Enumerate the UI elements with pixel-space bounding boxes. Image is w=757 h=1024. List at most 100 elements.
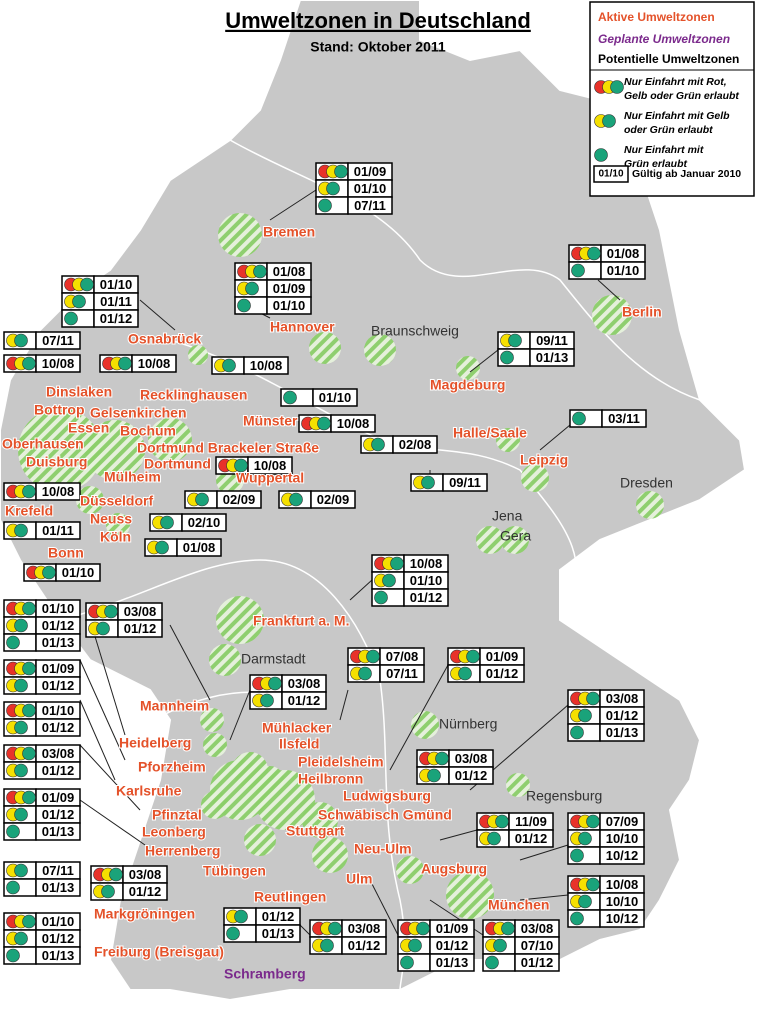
city-label: Neuss: [90, 511, 132, 527]
sticker: [571, 263, 585, 278]
date-cell: [35, 761, 81, 780]
sticker: [570, 725, 584, 740]
city-label: Köln: [100, 529, 131, 545]
city-label: Düsseldorf: [80, 493, 153, 509]
date-label: 01/12: [606, 708, 639, 723]
date-box: 03/08 01/12: [309, 919, 387, 955]
date-label: 10/10: [606, 831, 639, 846]
date-label: 02/09: [317, 492, 350, 507]
date-label: 01/09: [354, 164, 387, 179]
city-label: Leonberg: [142, 824, 206, 840]
date-label: 01/10: [42, 601, 75, 616]
date-label: 01/10: [410, 573, 443, 588]
date-cell: [122, 882, 168, 901]
sticker: [382, 573, 396, 588]
date-cell: [312, 388, 358, 407]
leader-line: [79, 799, 146, 846]
date-cell: [35, 633, 81, 652]
date-label: 01/09: [42, 661, 75, 676]
date-label: 11/09: [515, 814, 547, 829]
sticker: [14, 763, 28, 778]
leader-line: [389, 664, 449, 771]
date-cell: [35, 482, 81, 501]
sticker: [253, 264, 267, 279]
leader-line: [229, 689, 251, 741]
sticker: [427, 768, 441, 783]
sticker: [6, 880, 20, 895]
date-box: 01/08: [144, 538, 222, 557]
sticker: [22, 356, 36, 371]
date-label: 01/10: [273, 298, 306, 313]
date-cell: [392, 435, 438, 454]
zone-area: [200, 708, 224, 732]
city-label: Bochum: [120, 423, 176, 439]
sticker: [96, 621, 110, 636]
date-cell: [35, 676, 81, 695]
sticker: [610, 80, 624, 94]
date-cell: [514, 953, 560, 972]
date-label: 03/08: [129, 867, 162, 882]
sticker: [155, 540, 169, 555]
city-label: Krefeld: [5, 503, 53, 519]
date-box: 01/10 01/12: [3, 701, 81, 737]
zone-area: [501, 526, 529, 554]
date-cell: [131, 354, 177, 373]
sticker: [586, 814, 600, 829]
sticker: [435, 751, 449, 766]
city-label: Karlsruhe: [116, 783, 182, 799]
sticker: [22, 484, 36, 499]
date-box: 03/08 07/10 01/12: [482, 919, 560, 972]
zone-area: [506, 773, 530, 797]
legend-rule-text: Gelb oder Grün erlaubt: [624, 90, 739, 102]
date-label: 01/12: [124, 621, 157, 636]
leader-line: [439, 829, 478, 841]
zone-area: [396, 856, 424, 884]
leader-line: [349, 579, 373, 601]
city-label: Gelsenkirchen: [90, 405, 187, 421]
sticker: [14, 807, 28, 822]
zone-area: [636, 491, 664, 519]
sticker: [22, 661, 36, 676]
date-label: 07/11: [42, 863, 74, 878]
date-label: 01/12: [42, 678, 75, 693]
city-label: Pfinztal: [152, 807, 202, 823]
date-label: 01/12: [288, 693, 321, 708]
place-label: Braunschweig: [371, 323, 459, 339]
date-label: 01/12: [42, 763, 75, 778]
sticker: [14, 333, 28, 348]
legend-example-date: 01/10: [598, 169, 623, 180]
date-box: 10/08: [211, 356, 289, 375]
sticker: [602, 114, 616, 128]
date-label: 01/13: [42, 635, 75, 650]
sticker: [578, 831, 592, 846]
sticker: [578, 894, 592, 909]
date-box: 03/08 01/12: [3, 744, 81, 780]
sticker: [334, 164, 348, 179]
subtitle: Stand: Oktober 2011: [310, 39, 446, 55]
date-box: 02/10: [149, 513, 227, 532]
date-label: 01/08: [273, 264, 306, 279]
date-cell: [341, 936, 387, 955]
date-label: 03/08: [606, 691, 639, 706]
date-label: 10/08: [254, 458, 287, 473]
date-label: 01/12: [455, 768, 488, 783]
date-label: 03/08: [521, 921, 554, 936]
city-label: Mannheim: [140, 698, 209, 714]
leader-line: [469, 349, 499, 373]
date-label: 02/10: [188, 515, 221, 530]
sticker: [594, 148, 608, 162]
date-label: 01/12: [410, 590, 443, 605]
date-label: 03/08: [348, 921, 381, 936]
date-box: 09/11 01/13: [497, 331, 575, 367]
date-label: 01/12: [42, 720, 75, 735]
date-label: 01/13: [42, 948, 75, 963]
leader-line: [79, 699, 116, 781]
city-label: Osnabrück: [128, 331, 201, 347]
legend-rule-text: oder Grün erlaubt: [624, 124, 713, 136]
date-label: 01/12: [42, 931, 75, 946]
date-label: 01/09: [436, 921, 469, 936]
date-box: 01/08 01/09 01/10: [234, 262, 312, 315]
date-label: 01/12: [521, 955, 554, 970]
place-label: Dresden: [620, 475, 673, 491]
zone-area: [521, 464, 549, 492]
